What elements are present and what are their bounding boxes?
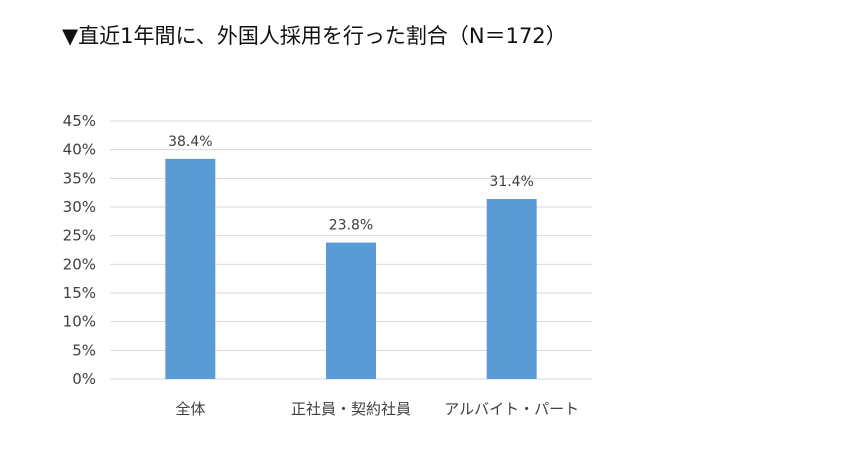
category-label: アルバイト・パート bbox=[444, 400, 579, 418]
y-tick-label: 40% bbox=[63, 141, 96, 159]
y-axis-ticks: 0% 5% 10% 15% 20% 25% 30% 35% 40% 45% bbox=[63, 112, 96, 388]
bars bbox=[165, 158, 537, 379]
y-tick-label: 30% bbox=[63, 198, 96, 216]
y-tick-label: 25% bbox=[63, 227, 96, 245]
x-axis-categories: 全体 正社員・契約社員 アルバイト・パート bbox=[175, 400, 579, 418]
data-label: 38.4% bbox=[168, 134, 212, 150]
y-tick-label: 20% bbox=[63, 255, 96, 273]
data-labels: 38.4% 23.8% 31.4% bbox=[168, 134, 534, 234]
bar bbox=[165, 158, 216, 379]
data-label: 23.8% bbox=[329, 218, 373, 234]
category-label: 全体 bbox=[175, 400, 205, 418]
y-tick-label: 45% bbox=[63, 112, 96, 130]
data-label: 31.4% bbox=[489, 174, 533, 190]
y-tick-label: 0% bbox=[72, 370, 96, 388]
y-tick-label: 35% bbox=[63, 169, 96, 187]
y-tick-label: 10% bbox=[63, 313, 96, 331]
bar bbox=[486, 198, 537, 379]
y-tick-label: 15% bbox=[63, 284, 96, 302]
category-label: 正社員・契約社員 bbox=[291, 400, 411, 418]
chart-title: ▼直近1年間に、外国人採用を行った割合（N＝172） bbox=[62, 24, 567, 48]
bar bbox=[326, 242, 376, 379]
y-tick-label: 5% bbox=[72, 341, 96, 359]
